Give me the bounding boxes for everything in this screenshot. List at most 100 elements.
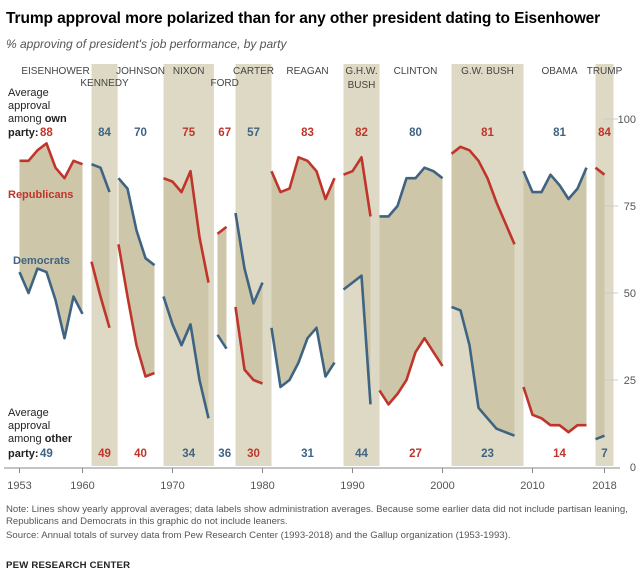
republican-line-clinton bbox=[378, 336, 444, 406]
other-party-average-label: 49 bbox=[98, 448, 111, 460]
own-party-average-label: 80 bbox=[409, 127, 422, 139]
own-party-average-label: 88 bbox=[40, 127, 53, 139]
own-caption-part: among bbox=[8, 113, 45, 125]
y-tick-label: 75 bbox=[624, 201, 636, 213]
president-name-label: G.W. BUSH bbox=[461, 66, 514, 77]
own-party-average-label: 84 bbox=[598, 127, 611, 139]
chart-source: Source: Annual totals of survey data fro… bbox=[6, 530, 511, 541]
gap-area-g-h-w-bush bbox=[343, 157, 371, 405]
president-name-label: OBAMA bbox=[541, 66, 577, 77]
x-tick-label: 2010 bbox=[520, 480, 544, 492]
own-party-caption-line: among own bbox=[8, 113, 67, 125]
democrat-line-nixon bbox=[162, 296, 210, 419]
democrat-line-eisenhower bbox=[18, 267, 84, 340]
x-tick-label: 1953 bbox=[7, 480, 31, 492]
own-party-caption-line: party: bbox=[8, 127, 39, 139]
x-tick-label: 1960 bbox=[70, 480, 94, 492]
democrat-line-carter bbox=[234, 212, 264, 305]
democrat-line-reagan bbox=[270, 326, 336, 389]
republican-line-g-w-bush bbox=[450, 145, 516, 245]
democrat-line-kennedy bbox=[91, 162, 111, 193]
other-party-average-label: 23 bbox=[481, 448, 494, 460]
president-name-label: TRUMP bbox=[587, 66, 623, 77]
democrat-line-clinton bbox=[379, 166, 444, 218]
own-party-average-label: 70 bbox=[134, 127, 147, 139]
other-party-average-label: 36 bbox=[218, 448, 231, 460]
republican-line-g-h-w-bush bbox=[343, 156, 372, 217]
chart-subtitle: % approving of president's job performan… bbox=[6, 37, 287, 51]
chart-title: Trump approval more polarized than for a… bbox=[6, 10, 601, 27]
gap-area-eisenhower bbox=[19, 143, 83, 339]
other-party-average-label: 7 bbox=[601, 448, 607, 460]
own-party-caption-line: Average bbox=[8, 87, 49, 99]
other-party-caption-line: approval bbox=[8, 420, 50, 432]
gap-area-nixon bbox=[163, 171, 209, 419]
other-party-average-label: 44 bbox=[355, 448, 368, 460]
gap-area-trump bbox=[595, 167, 605, 440]
x-tick-label: 1990 bbox=[340, 480, 364, 492]
president-name-label: REAGAN bbox=[286, 66, 328, 77]
republicans-series-label: Republicans bbox=[8, 189, 73, 201]
y-tick-label: 50 bbox=[624, 288, 636, 300]
chart-note: Note: Lines show yearly approval average… bbox=[6, 504, 628, 528]
republican-line-trump bbox=[594, 166, 606, 176]
other-party-average-label: 14 bbox=[553, 448, 566, 460]
own-party-caption-line: approval bbox=[8, 100, 50, 112]
y-tick-label: 100 bbox=[618, 114, 636, 126]
president-name-label: JOHNSON bbox=[116, 66, 165, 77]
president-name-label: KENNEDY bbox=[80, 78, 129, 89]
gap-area-johnson bbox=[118, 178, 155, 377]
other-caption-part: among bbox=[8, 433, 45, 445]
other-party-caption-line: party: bbox=[8, 448, 39, 460]
republican-line-ford bbox=[216, 225, 228, 235]
other-party-average-label: 40 bbox=[134, 448, 147, 460]
own-party-average-label: 81 bbox=[553, 127, 566, 139]
gap-area-clinton bbox=[379, 167, 443, 405]
other-party-average-label: 31 bbox=[301, 448, 314, 460]
democrat-line-g-w-bush bbox=[451, 305, 515, 437]
president-name-label: CLINTON bbox=[394, 66, 438, 77]
own-party-average-label: 83 bbox=[301, 127, 314, 139]
republican-line-carter bbox=[234, 306, 263, 385]
president-name-label: BUSH bbox=[348, 80, 376, 91]
gap-area-g-w-bush bbox=[451, 146, 515, 436]
x-tick-label: 1980 bbox=[250, 480, 274, 492]
x-tick-label: 2018 bbox=[592, 480, 616, 492]
republican-line-nixon bbox=[163, 169, 210, 283]
democrat-line-obama bbox=[522, 167, 588, 201]
y-tick-label: 0 bbox=[630, 462, 636, 474]
own-party-average-label: 57 bbox=[247, 127, 260, 139]
own-party-average-label: 81 bbox=[481, 127, 494, 139]
democrat-line-johnson bbox=[117, 177, 156, 267]
republican-line-eisenhower bbox=[19, 142, 83, 180]
brand-label: PEW RESEARCH CENTER bbox=[6, 560, 131, 571]
other-party-average-label: 27 bbox=[409, 448, 422, 460]
own-party-average-label: 84 bbox=[98, 127, 111, 139]
president-name-label: G.H.W. bbox=[345, 66, 377, 77]
president-name-label: EISENHOWER bbox=[21, 66, 89, 77]
democrat-line-ford bbox=[216, 334, 228, 350]
own-party-average-label: 67 bbox=[218, 127, 231, 139]
gap-area-ford bbox=[217, 226, 227, 349]
gap-area-obama bbox=[523, 167, 587, 433]
other-party-average-label: 49 bbox=[40, 448, 53, 460]
other-party-average-label: 34 bbox=[182, 448, 195, 460]
gap-area-kennedy bbox=[91, 164, 110, 328]
x-tick-label: 2000 bbox=[430, 480, 454, 492]
own-party-average-label: 82 bbox=[355, 127, 368, 139]
democrat-line-trump bbox=[595, 434, 605, 441]
president-name-label: CARTER bbox=[233, 66, 274, 77]
republican-line-johnson bbox=[117, 244, 155, 378]
other-party-average-label: 30 bbox=[247, 448, 260, 460]
y-tick-label: 25 bbox=[624, 375, 636, 387]
own-party-average-label: 75 bbox=[182, 127, 195, 139]
president-name-label: NIXON bbox=[173, 66, 205, 77]
own-caption-emphasis: own bbox=[45, 113, 67, 125]
other-caption-emphasis: other bbox=[45, 433, 73, 445]
other-party-caption-line: Average bbox=[8, 407, 49, 419]
other-party-caption-line: among other bbox=[8, 433, 73, 445]
democrats-series-label: Democrats bbox=[13, 255, 70, 267]
republican-line-reagan bbox=[270, 156, 336, 201]
x-tick-label: 1970 bbox=[160, 480, 184, 492]
